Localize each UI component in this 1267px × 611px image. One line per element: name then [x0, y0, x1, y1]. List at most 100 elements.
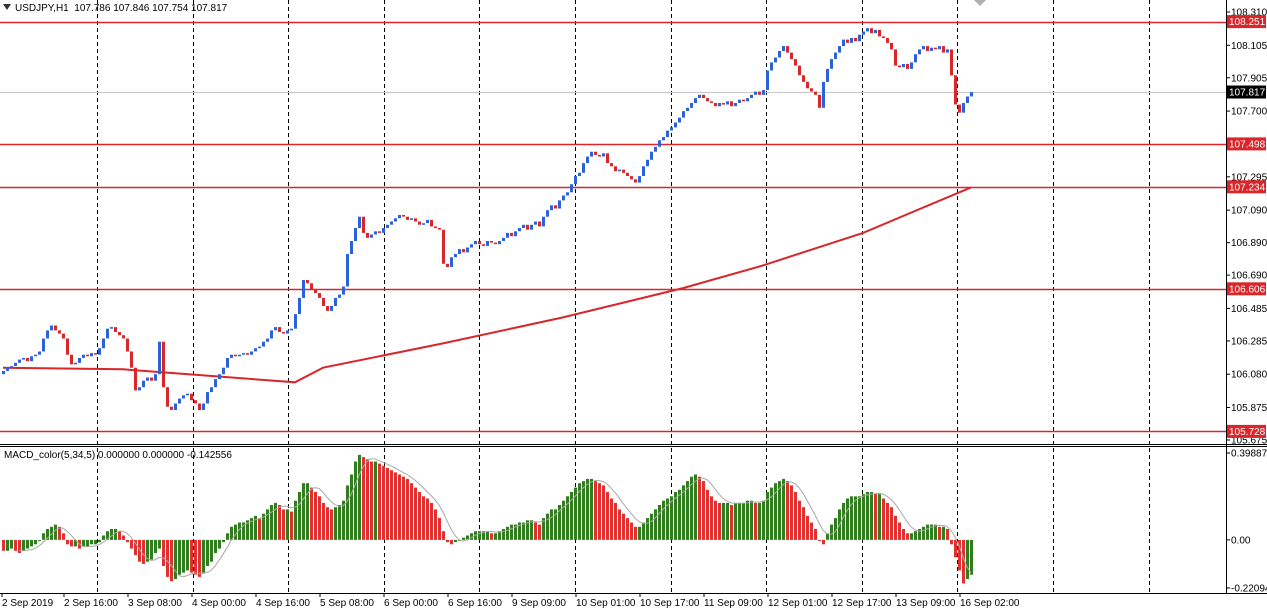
macd-bar	[90, 539, 93, 545]
macd-bar	[930, 524, 933, 540]
candle	[710, 101, 713, 103]
candle	[402, 215, 405, 217]
macd-axis-label: 0.398875	[1231, 449, 1267, 460]
candle	[182, 395, 185, 399]
level-price-label: 108.251	[1229, 17, 1266, 28]
candle	[870, 28, 873, 34]
candle	[254, 348, 257, 352]
candle	[954, 75, 957, 105]
candle	[558, 200, 561, 209]
candle	[466, 247, 469, 253]
candle	[426, 219, 429, 224]
macd-bar	[534, 522, 537, 540]
macd-bar	[314, 492, 317, 540]
macd-bar	[410, 483, 413, 540]
macd-bar	[926, 524, 929, 540]
time-axis-label: 2 Sep 2019	[2, 598, 54, 609]
macd-bar	[22, 539, 25, 551]
macd-bar	[542, 518, 545, 540]
candle	[310, 283, 313, 290]
macd-bar	[70, 539, 73, 547]
macd-bar	[154, 539, 157, 553]
candle	[822, 81, 825, 108]
candle	[118, 332, 121, 336]
macd-bar	[42, 533, 45, 540]
candle	[646, 159, 649, 167]
candle	[202, 403, 205, 410]
candle	[846, 39, 849, 43]
macd-bar	[470, 533, 473, 540]
candle	[98, 348, 101, 355]
macd-bar	[554, 509, 557, 540]
macd-bar	[746, 500, 749, 540]
price-axis-label: 107.700	[1231, 107, 1267, 118]
candle	[22, 358, 25, 360]
candle	[926, 46, 929, 51]
price-axis-label: 107.905	[1231, 73, 1267, 84]
candle	[38, 351, 41, 355]
candle	[970, 92, 973, 97]
candle	[738, 99, 741, 103]
macd-bar	[466, 535, 469, 540]
candle	[526, 224, 529, 230]
candle	[662, 137, 665, 141]
candle	[658, 140, 661, 147]
candle	[274, 327, 277, 331]
candle	[90, 353, 93, 357]
macd-bar	[682, 485, 685, 540]
candle	[494, 242, 497, 245]
macd-axis-label: 0.00	[1231, 535, 1251, 546]
candle	[418, 221, 421, 225]
macd-bar	[506, 526, 509, 540]
candle	[794, 59, 797, 66]
candle	[134, 367, 137, 391]
macd-bar	[750, 500, 753, 540]
price-axis-label: 106.485	[1231, 304, 1267, 315]
candle	[594, 151, 597, 155]
macd-bar	[290, 511, 293, 540]
price-axis-label: 108.310	[1231, 8, 1267, 19]
macd-bar	[442, 531, 445, 540]
candle	[678, 117, 681, 123]
candle	[898, 65, 901, 68]
macd-bar	[198, 539, 201, 577]
macd-bar	[874, 494, 877, 540]
candle	[874, 29, 877, 34]
time-axis-label: 5 Sep 08:00	[320, 598, 374, 609]
level-price-label: 105.728	[1229, 427, 1266, 438]
candle	[762, 90, 765, 95]
candle	[890, 42, 893, 50]
candle	[854, 38, 857, 42]
candle	[702, 94, 705, 98]
macd-bar	[766, 492, 769, 540]
candle	[106, 328, 109, 339]
candle	[286, 330, 289, 334]
macd-bar	[558, 505, 561, 540]
candle	[366, 232, 369, 238]
macd-bar	[210, 539, 213, 562]
candle	[482, 244, 485, 246]
price-axis-label: 105.875	[1231, 403, 1267, 414]
macd-bar	[770, 487, 773, 540]
price-axis-label: 106.690	[1231, 271, 1267, 282]
candle	[294, 314, 297, 329]
candle	[766, 70, 769, 90]
macd-bar	[694, 474, 697, 540]
macd-bar	[102, 535, 105, 540]
time-axis-label: 3 Sep 08:00	[128, 598, 182, 609]
candle	[514, 231, 517, 237]
candle	[734, 103, 737, 107]
candle	[590, 151, 593, 157]
macd-bar	[222, 539, 225, 543]
macd-bar	[286, 509, 289, 540]
candle	[462, 249, 465, 253]
candle	[442, 229, 445, 264]
candle	[102, 338, 105, 349]
macd-bar	[86, 539, 89, 547]
macd-bar	[262, 513, 265, 540]
macd-bar	[494, 533, 497, 540]
triangle-down-icon[interactable]	[3, 4, 11, 10]
candle	[266, 338, 269, 342]
macd-bar	[662, 500, 665, 540]
